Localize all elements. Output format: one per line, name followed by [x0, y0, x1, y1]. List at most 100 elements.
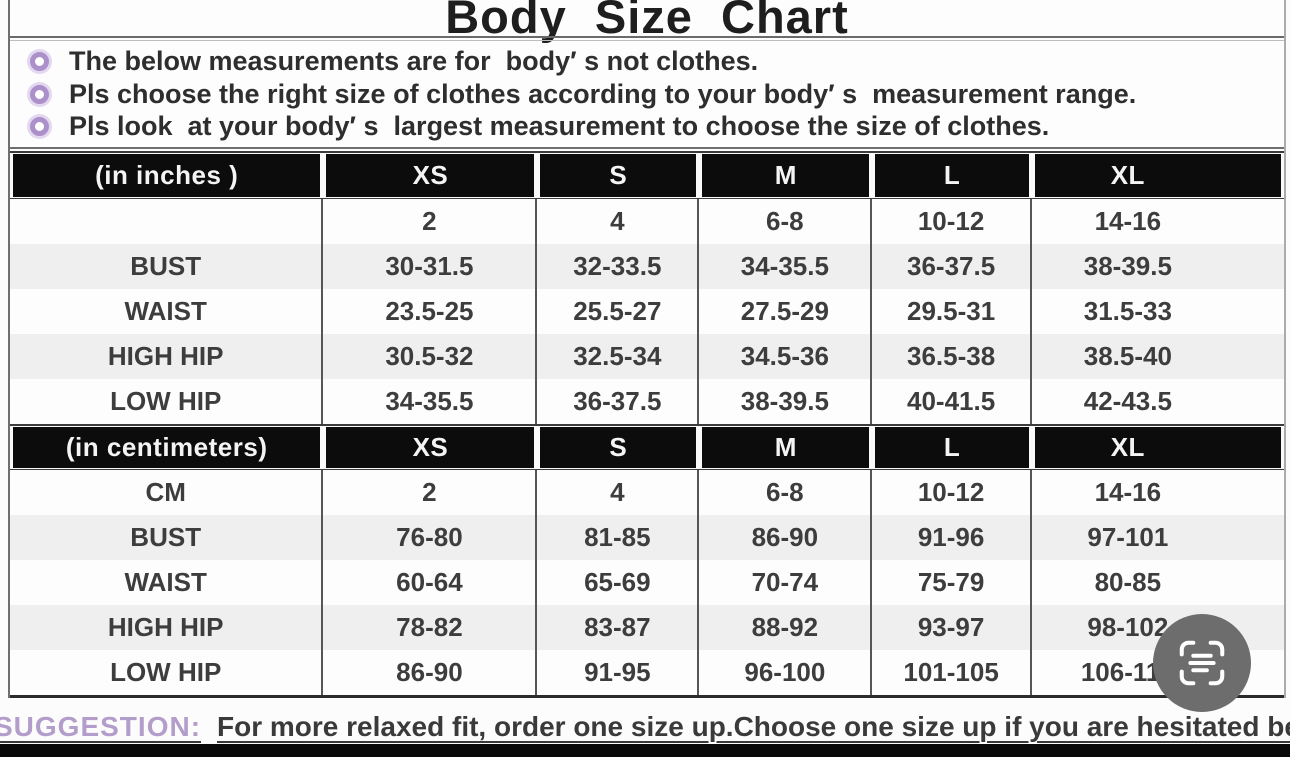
table-row: CM 2 4 6-8 10-12 14-16 — [10, 470, 1284, 515]
header-cell: M — [699, 153, 872, 198]
table-cell: 76-80 — [323, 515, 538, 560]
header-cell: L — [872, 426, 1031, 469]
header-cell: S — [537, 153, 699, 198]
bullet-ring-icon — [30, 117, 49, 137]
note-line: The below measurements are for body′ s n… — [10, 46, 1284, 77]
inches-unit-label: (in inches ) — [13, 154, 321, 197]
table-row: LOW HIP 34-35.5 36-37.5 38-39.5 40-41.5 … — [10, 379, 1284, 424]
table-cell: 88-92 — [699, 605, 873, 650]
table-cell: 4 — [537, 199, 700, 244]
row-label: WAIST — [10, 289, 324, 334]
table-cell: 10-12 — [872, 199, 1032, 244]
table-cell: 86-90 — [323, 650, 538, 695]
cm-header-row: (in centimeters) XS S M L XL — [10, 424, 1284, 470]
table-cell: 38.5-40 — [1083, 341, 1172, 371]
table-cell: 36-37.5 — [872, 244, 1032, 289]
suggestion-label: SUGGESTION: — [0, 711, 202, 742]
table-cell: 70-74 — [699, 560, 873, 605]
table-cell: 14-16 — [1094, 206, 1162, 236]
size-m-label: M — [702, 154, 870, 197]
header-cell: XL — [1032, 153, 1284, 198]
table-cell: 31.5-33 — [1083, 296, 1172, 326]
table-cell: 80-85 — [1094, 567, 1162, 597]
table-cell: 10-12 — [872, 470, 1032, 515]
header-cell: L — [872, 153, 1031, 198]
table-cell: 97-101 — [1087, 522, 1169, 552]
table-row: 2 4 6-8 10-12 14-16 — [10, 199, 1284, 244]
title-divider — [10, 36, 1284, 38]
row-label — [10, 199, 324, 244]
header-cell: (in inches ) — [10, 153, 323, 198]
table-cell: 86-90 — [699, 515, 873, 560]
table-cell: 91-96 — [872, 515, 1032, 560]
row-label: HIGH HIP — [10, 334, 324, 379]
table-cell: 65-69 — [537, 560, 700, 605]
suggestion-text: For more relaxed fit, order one size up.… — [217, 711, 1290, 742]
table-cell: 29.5-31 — [872, 289, 1032, 334]
note-text: The below measurements are for body′ s n… — [69, 45, 759, 76]
bullet-ring-icon — [30, 84, 49, 104]
table-cell: 6-8 — [699, 199, 873, 244]
header-cell: XS — [323, 426, 537, 469]
size-s-label: S — [540, 427, 697, 468]
table-cell: 32.5-34 — [537, 334, 700, 379]
header-cell: S — [537, 426, 699, 469]
centimeters-table: (in centimeters) XS S M L XL CM 2 4 6-8 … — [10, 424, 1284, 698]
size-l-label: L — [875, 154, 1029, 197]
suggestion-line: SUGGESTION: For more relaxed fit, order o… — [0, 711, 1290, 743]
table-cell: 101-105 — [872, 650, 1032, 695]
table-cell: 6-8 — [699, 470, 873, 515]
table-cell: 40-41.5 — [872, 379, 1032, 424]
table-cell: 2 — [323, 199, 538, 244]
table-cell: 32-33.5 — [537, 244, 700, 289]
table-cell: 36-37.5 — [537, 379, 700, 424]
size-m-label: M — [702, 427, 870, 468]
size-xs-label: XS — [326, 427, 535, 468]
size-chart-sheet: Body Size Chart The below measurements a… — [8, 0, 1286, 698]
row-label: WAIST — [10, 560, 324, 605]
table-cell: 38-39.5 — [699, 379, 873, 424]
header-cell: XS — [323, 153, 537, 198]
row-label: LOW HIP — [10, 650, 324, 695]
table-cell: 14-16 — [1094, 477, 1162, 507]
table-cell: 81-85 — [537, 515, 700, 560]
cm-unit-label: (in centimeters) — [13, 427, 321, 468]
table-cell: 75-79 — [872, 560, 1032, 605]
note-line: Pls choose the right size of clothes acc… — [10, 79, 1284, 110]
table-cell: 27.5-29 — [699, 289, 873, 334]
scan-text-icon — [1179, 640, 1225, 686]
row-label: BUST — [10, 515, 324, 560]
bottom-letterbox-bar — [0, 744, 1290, 757]
table-cell: 34.5-36 — [699, 334, 873, 379]
table-cell: 30-31.5 — [323, 244, 538, 289]
row-label: HIGH HIP — [10, 605, 324, 650]
table-cell: 36.5-38 — [872, 334, 1032, 379]
table-cell: 34-35.5 — [699, 244, 873, 289]
table-row: BUST 30-31.5 32-33.5 34-35.5 36-37.5 38-… — [10, 244, 1284, 289]
table-cell: 30.5-32 — [323, 334, 538, 379]
header-cell: XL — [1032, 426, 1284, 469]
extract-text-button[interactable] — [1153, 614, 1251, 712]
table-cell: 78-82 — [323, 605, 538, 650]
table-cell: 60-64 — [323, 560, 538, 605]
inches-header-row: (in inches ) XS S M L XL — [10, 151, 1284, 199]
table-cell: 23.5-25 — [323, 289, 538, 334]
header-cell: (in centimeters) — [10, 426, 323, 469]
row-label: CM — [10, 470, 324, 515]
table-cell: 42-43.5 — [1083, 386, 1172, 416]
table-row: LOW HIP 86-90 91-95 96-100 101-105 106-1… — [10, 650, 1284, 695]
inches-table: (in inches ) XS S M L XL 2 4 6-8 10-12 1… — [10, 151, 1284, 424]
table-cell: 91-95 — [537, 650, 700, 695]
table-cell: 93-97 — [872, 605, 1032, 650]
row-label: BUST — [10, 244, 324, 289]
size-s-label: S — [540, 154, 697, 197]
table-cell: 25.5-27 — [537, 289, 700, 334]
table-row: WAIST 23.5-25 25.5-27 27.5-29 29.5-31 31… — [10, 289, 1284, 334]
table-row: BUST 76-80 81-85 86-90 91-96 97-101 — [10, 515, 1284, 560]
table-cell: 98-102 — [1087, 612, 1169, 642]
table-cell: 83-87 — [537, 605, 700, 650]
table-cell: 96-100 — [699, 650, 873, 695]
table-row: HIGH HIP 78-82 83-87 88-92 93-97 98-102 — [10, 605, 1284, 650]
size-xl-label: XL — [1034, 154, 1281, 197]
table-row: HIGH HIP 30.5-32 32.5-34 34.5-36 36.5-38… — [10, 334, 1284, 379]
